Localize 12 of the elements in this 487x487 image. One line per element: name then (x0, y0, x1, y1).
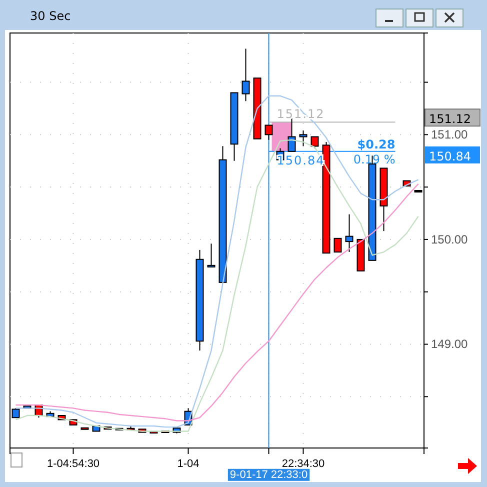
ref-line-label: 150.84 (276, 153, 325, 168)
x-tick-label: 22:34:30 (282, 458, 325, 470)
x-tick-label: 9-01-17 22:33:0 (230, 468, 308, 481)
text: 151.12 (429, 112, 471, 126)
y-tick-label: 149.00 (431, 337, 468, 352)
x-tick-label: 1-04:54:30 (46, 458, 100, 470)
chart-title: 30 Sec (30, 9, 71, 23)
text: 150.84 (429, 149, 471, 164)
x-tick-label: 1-04 (177, 458, 200, 470)
y-tick-label: 151.00 (431, 127, 468, 142)
y-tick-label: 150.00 (431, 232, 468, 246)
annotation: $0.28 (357, 137, 396, 152)
